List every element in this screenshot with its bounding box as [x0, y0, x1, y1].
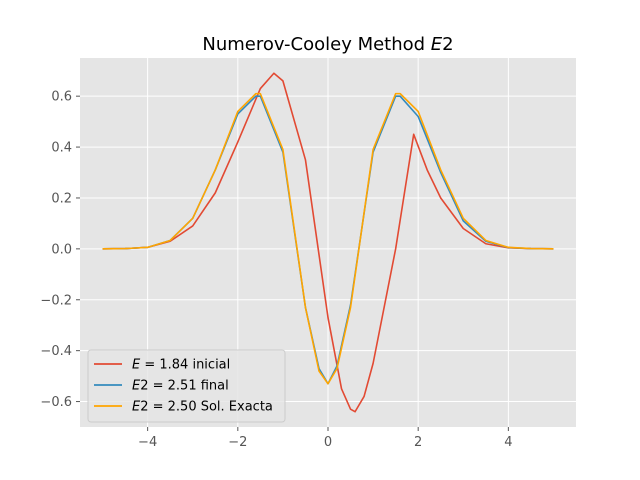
chart-title-math: E [431, 34, 443, 55]
y-tick-label: −0.2 [40, 293, 72, 308]
chart-title: Numerov-Cooley Method E2 [202, 34, 453, 55]
x-tick-label: 4 [504, 435, 512, 450]
y-tick-label: 0.0 [51, 242, 72, 257]
x-tick-label: 0 [324, 435, 332, 450]
legend-box [87, 349, 286, 423]
legend-label-value: = 1.84 inicial [140, 358, 230, 373]
legend-label-value: 2 = 2.50 Sol. Exacta [140, 400, 273, 415]
series-line-3 [102, 92, 554, 385]
legend-label-1: E = 1.84 inicial [132, 358, 230, 373]
x-tick-label: 2 [414, 435, 422, 450]
y-tick-label: −0.4 [40, 344, 72, 359]
x-tick-label: −4 [138, 435, 157, 450]
y-tick-label: 0.6 [51, 90, 72, 105]
legend-label-math: E [132, 358, 141, 373]
legend-label-value: 2 = 2.51 final [140, 379, 229, 394]
legend-label-math: E [132, 379, 141, 394]
legend-label-2: E2 = 2.51 final [132, 379, 229, 394]
tick-layer: −4 −2 0 2 4 −0.6 −0.4 −0.2 0.0 0.2 0.4 0.6 [40, 90, 512, 450]
x-tick-label: −2 [228, 435, 247, 450]
series-line-1 [102, 72, 554, 413]
chart-title-plain: Numerov-Cooley Method [202, 34, 430, 55]
legend-label-3: E2 = 2.50 Sol. Exacta [132, 400, 273, 415]
y-tick-label: 0.4 [51, 141, 72, 156]
y-tick-label: −0.6 [40, 395, 72, 410]
legend-label-math: E [132, 400, 141, 415]
grid-layer [80, 58, 576, 427]
y-tick-label: 0.2 [51, 191, 72, 206]
series-layer [102, 72, 554, 413]
chart-title-rest: 2 [442, 34, 453, 55]
